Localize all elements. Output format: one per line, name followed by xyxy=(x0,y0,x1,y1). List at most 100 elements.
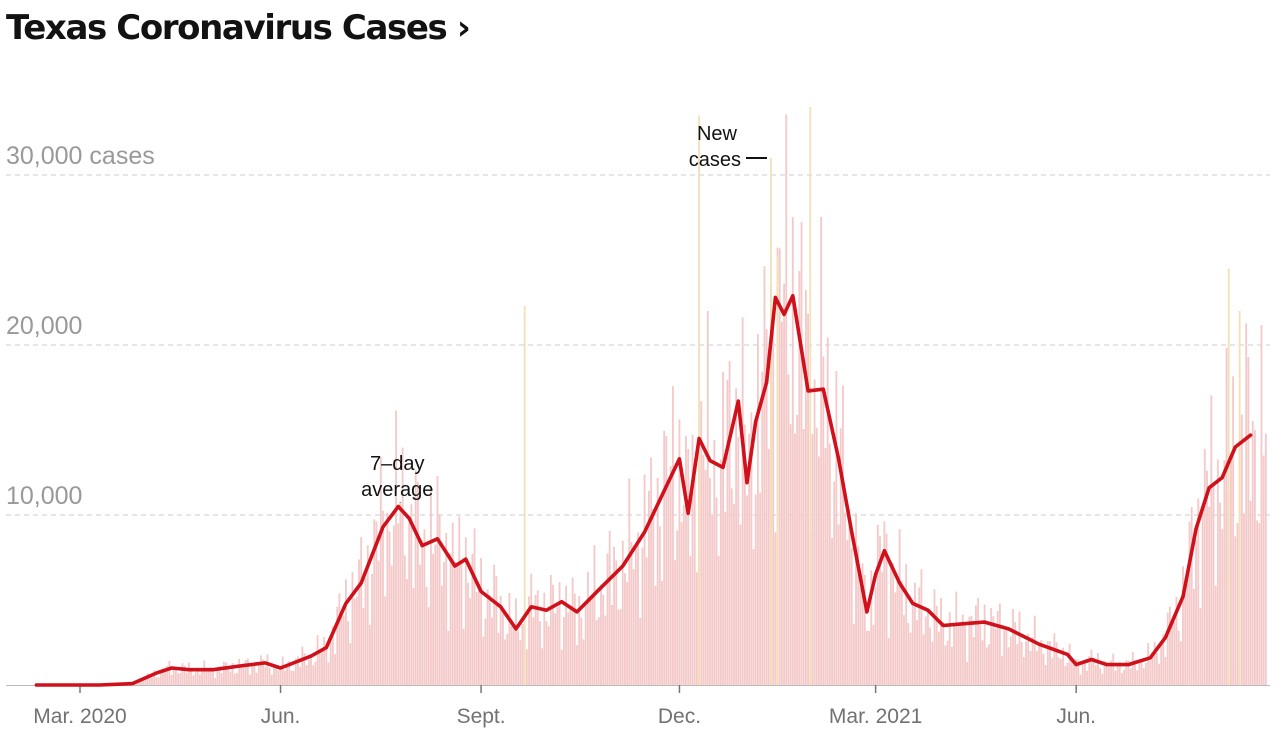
daily-bar xyxy=(369,624,371,685)
daily-bar xyxy=(861,563,864,685)
daily-bar xyxy=(1221,529,1224,685)
daily-bar xyxy=(264,667,267,685)
y-tick-label: 30,000 cases xyxy=(6,142,155,170)
daily-bar xyxy=(665,436,668,685)
daily-bar xyxy=(342,615,345,685)
daily-bar xyxy=(1094,665,1097,685)
daily-bar xyxy=(1158,663,1160,685)
daily-bar xyxy=(1164,656,1167,685)
daily-bar xyxy=(615,560,618,685)
daily-bar xyxy=(815,427,818,685)
spike-bar xyxy=(1238,311,1241,685)
daily-bar xyxy=(1092,657,1095,685)
daily-bar xyxy=(750,412,753,685)
daily-bar xyxy=(236,673,238,685)
daily-bar xyxy=(497,633,500,685)
daily-bar xyxy=(1166,612,1169,685)
daily-bar xyxy=(872,625,875,685)
daily-bar xyxy=(168,660,171,685)
daily-bar xyxy=(458,516,461,685)
daily-bar xyxy=(1184,592,1187,685)
daily-bar xyxy=(759,492,762,685)
daily-bar xyxy=(957,624,960,685)
daily-bar xyxy=(521,624,524,685)
daily-bar xyxy=(903,615,905,685)
daily-bar xyxy=(909,632,912,685)
daily-bar xyxy=(748,434,751,685)
daily-bar xyxy=(493,564,496,685)
spike-bar xyxy=(809,107,812,685)
daily-bar xyxy=(761,371,764,685)
daily-bar xyxy=(977,598,979,685)
annotation-label: New xyxy=(697,123,738,145)
daily-bar xyxy=(464,537,467,685)
daily-bar xyxy=(364,578,367,685)
daily-bar xyxy=(528,596,530,685)
daily-bar xyxy=(656,477,659,685)
daily-bar xyxy=(290,670,293,685)
daily-bar xyxy=(752,549,755,685)
daily-bar xyxy=(1077,660,1080,685)
daily-bar xyxy=(1197,498,1200,685)
daily-bar xyxy=(685,436,687,685)
daily-bar xyxy=(220,673,223,685)
daily-bar xyxy=(1210,395,1213,685)
daily-bar xyxy=(1214,585,1217,685)
daily-bar xyxy=(865,630,868,685)
daily-bar xyxy=(1190,506,1193,685)
daily-bar xyxy=(532,617,535,685)
daily-bar xyxy=(586,571,589,685)
daily-bar xyxy=(1247,356,1250,685)
daily-bar xyxy=(983,604,986,685)
daily-bar xyxy=(517,630,520,685)
daily-bar xyxy=(515,598,517,685)
daily-bar xyxy=(395,410,397,685)
daily-bar xyxy=(419,564,421,685)
daily-bar xyxy=(730,488,733,685)
daily-bar xyxy=(955,591,958,685)
daily-bar xyxy=(606,553,609,685)
daily-bar xyxy=(340,610,343,685)
daily-bar xyxy=(743,424,746,685)
x-tick-label: Jun. xyxy=(261,705,301,728)
daily-bar xyxy=(920,569,923,685)
daily-bar xyxy=(892,563,894,685)
gridlines xyxy=(6,174,1270,516)
daily-bar xyxy=(382,510,384,685)
daily-bar xyxy=(822,356,825,685)
daily-bar xyxy=(621,540,624,685)
daily-bar xyxy=(927,609,929,685)
daily-bar xyxy=(637,532,639,685)
chart-title-link[interactable]: Texas Coronavirus Cases › xyxy=(6,8,471,48)
daily-bar xyxy=(874,587,877,685)
daily-bar xyxy=(1134,660,1136,685)
daily-bar xyxy=(1212,485,1215,685)
daily-bar xyxy=(711,514,714,685)
daily-bar xyxy=(789,424,792,685)
daily-bar xyxy=(325,645,328,685)
daily-bar xyxy=(591,596,594,685)
daily-bar xyxy=(288,661,291,685)
daily-bar xyxy=(850,548,853,685)
daily-bar xyxy=(198,674,201,685)
daily-bar xyxy=(397,523,400,685)
daily-bar xyxy=(556,606,559,685)
daily-bar xyxy=(1036,651,1038,685)
daily-bar xyxy=(944,645,947,685)
daily-bar xyxy=(935,605,938,685)
daily-bar xyxy=(1083,659,1086,685)
daily-bar xyxy=(907,622,910,685)
daily-bar xyxy=(454,562,456,685)
daily-bar xyxy=(1182,566,1184,685)
daily-bar xyxy=(1149,660,1152,685)
daily-bar xyxy=(297,656,299,685)
daily-bar xyxy=(151,677,153,685)
daily-bar xyxy=(951,646,953,685)
daily-bar xyxy=(244,659,247,685)
daily-bar xyxy=(628,478,631,685)
daily-bar xyxy=(848,509,851,685)
daily-bar xyxy=(597,617,600,685)
daily-bar xyxy=(1114,670,1117,685)
daily-bar xyxy=(1142,667,1145,685)
daily-bar xyxy=(765,329,768,685)
